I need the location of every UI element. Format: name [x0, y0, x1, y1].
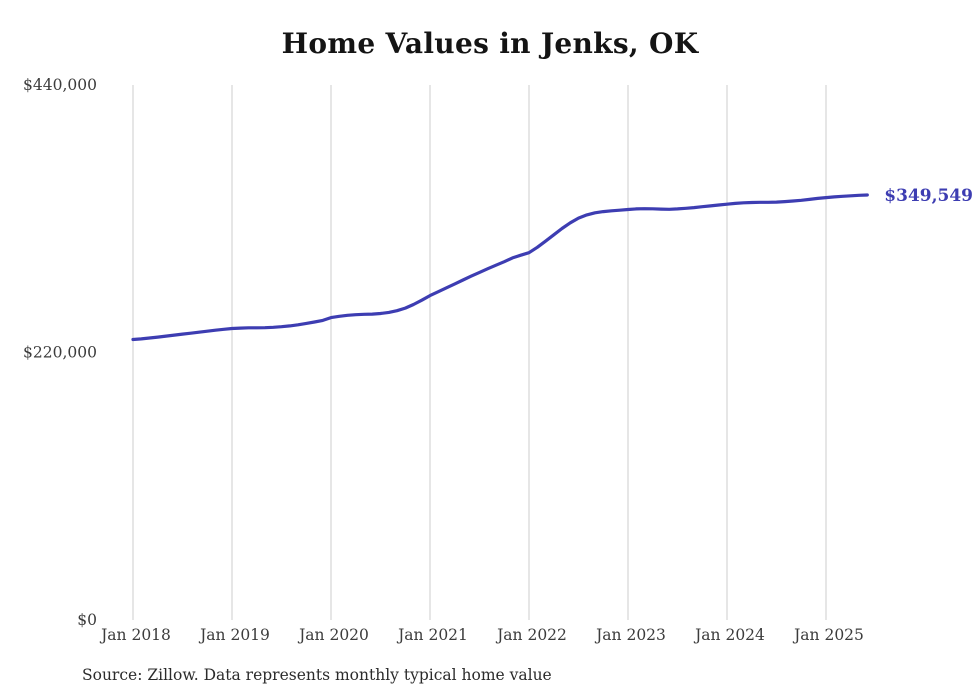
y-axis-label: $220,000: [23, 344, 97, 362]
source-note: Source: Zillow. Data represents monthly …: [82, 666, 552, 684]
x-axis-label: Jan 2023: [594, 626, 666, 644]
chart-title: Home Values in Jenks, OK: [281, 27, 699, 60]
y-axis-label: $0: [77, 611, 97, 629]
y-axis-label: $440,000: [23, 76, 97, 94]
x-axis-label: Jan 2020: [297, 626, 369, 644]
x-axis-label: Jan 2022: [495, 626, 567, 644]
x-axis-label: Jan 2018: [99, 626, 171, 644]
end-value-label: $349,549: [884, 186, 973, 206]
x-axis-label: Jan 2024: [693, 626, 765, 644]
value-line: [131, 193, 869, 342]
x-axis-label: Jan 2021: [396, 626, 468, 644]
x-axis-label: Jan 2019: [198, 626, 270, 644]
x-axis-label: Jan 2025: [792, 626, 864, 644]
